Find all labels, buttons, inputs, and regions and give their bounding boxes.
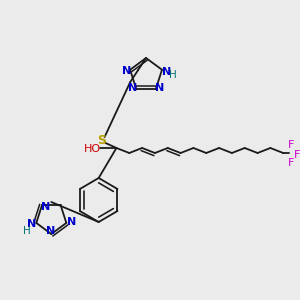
Text: F: F <box>294 150 300 160</box>
Text: N: N <box>41 202 51 212</box>
Text: N: N <box>27 219 36 229</box>
Text: N: N <box>46 226 55 236</box>
Text: S: S <box>97 134 106 146</box>
Text: N: N <box>67 217 76 227</box>
Text: N: N <box>122 66 131 76</box>
Text: H: H <box>22 226 30 236</box>
Text: F: F <box>288 140 294 150</box>
Text: HO: HO <box>84 144 101 154</box>
Text: N: N <box>162 67 172 77</box>
Text: H: H <box>169 70 177 80</box>
Text: F: F <box>288 158 294 168</box>
Text: N: N <box>128 83 137 93</box>
Text: N: N <box>155 83 164 93</box>
